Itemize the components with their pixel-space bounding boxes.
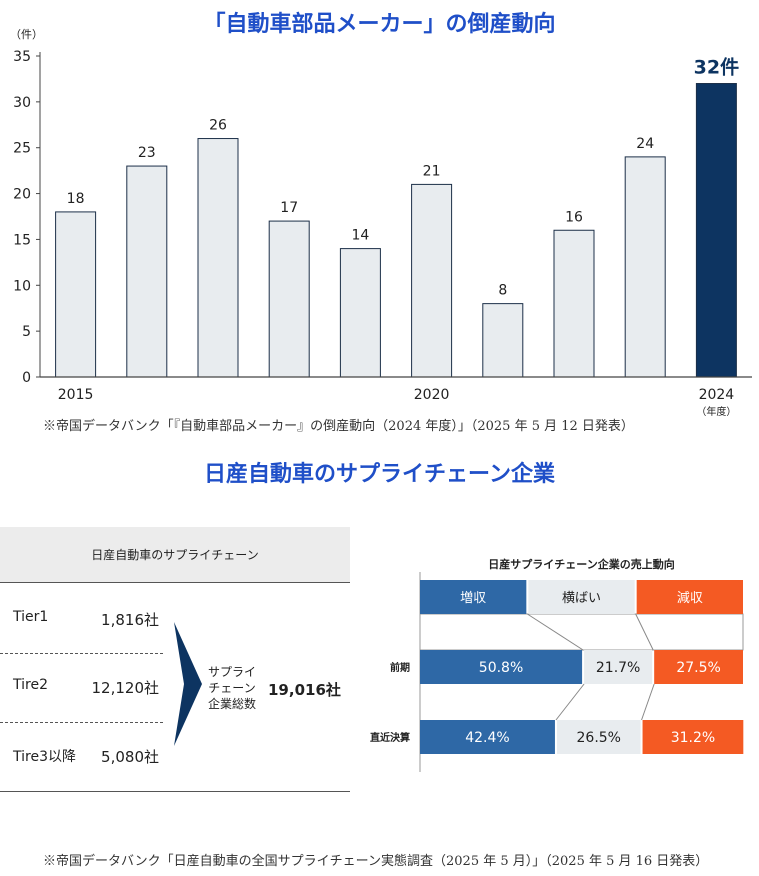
chart-title: 日産自動車のサプライチェーン企業 bbox=[204, 462, 555, 487]
legend-swatch bbox=[420, 580, 527, 614]
connector-line bbox=[641, 683, 655, 721]
tier-name: Tire2 bbox=[13, 677, 48, 693]
segment-label: 42.4% bbox=[465, 730, 509, 746]
tier-name: Tire3以降 bbox=[13, 749, 76, 765]
category-label: 前期 bbox=[390, 661, 410, 674]
connector-line bbox=[635, 613, 654, 651]
category-label: 直近決算 bbox=[370, 731, 410, 744]
segment-label: 31.2% bbox=[671, 730, 715, 746]
y-tick-label: 35 bbox=[13, 49, 31, 65]
x-tick-label: 2020 bbox=[414, 387, 450, 403]
bar bbox=[197, 138, 239, 378]
segment-label: 21.7% bbox=[596, 660, 640, 676]
chart-title: 「自動車部品メーカー」の倒産動向 bbox=[203, 12, 556, 37]
bankruptcy-bar-chart: 0 5 10 15 20 25 30 35 18 23 26 17 14 21 8 16 24 32件 （件） 2… bbox=[10, 28, 752, 416]
y-tick-label: 0 bbox=[22, 370, 31, 386]
tier-row: Tier1 1,816社 bbox=[0, 585, 163, 653]
tier-row: Tire2 12,120社 bbox=[0, 653, 163, 721]
bar bbox=[268, 220, 310, 378]
segment-label: 50.8% bbox=[479, 660, 523, 676]
stacked-segment bbox=[420, 720, 555, 754]
stacked-segment bbox=[556, 720, 641, 754]
data-label: 8 bbox=[498, 283, 507, 299]
data-label: 26 bbox=[209, 118, 227, 134]
segment-label: 27.5% bbox=[676, 660, 720, 676]
data-label: 17 bbox=[280, 200, 298, 216]
bar bbox=[411, 183, 453, 378]
stacked-segment bbox=[420, 650, 583, 684]
total-label-line: チェーン bbox=[208, 681, 256, 695]
tier-count: 12,120社 bbox=[91, 679, 160, 697]
bar bbox=[126, 165, 168, 378]
x-tick-label: 2024 bbox=[699, 387, 735, 403]
legend-label: 増収 bbox=[460, 591, 486, 606]
y-tick-label: 30 bbox=[13, 95, 31, 111]
total-label-line: 企業総数 bbox=[207, 697, 256, 711]
legend-swatch bbox=[528, 580, 635, 614]
chevron-right-icon bbox=[174, 622, 202, 746]
y-tick-label: 25 bbox=[13, 141, 31, 157]
bar bbox=[55, 211, 97, 378]
data-label: 21 bbox=[423, 163, 441, 179]
segment-label: 26.5% bbox=[577, 730, 621, 746]
y-tick-label: 5 bbox=[22, 324, 31, 340]
bar bbox=[339, 248, 381, 378]
y-tick-label: 20 bbox=[13, 187, 31, 203]
legend-swatch bbox=[636, 580, 743, 614]
sales-chart-title: 日産サプライチェーン企業の売上動向 bbox=[488, 557, 674, 571]
total-value: 19,016社 bbox=[268, 681, 341, 699]
tier-name: Tier1 bbox=[13, 609, 49, 625]
connector-line bbox=[527, 613, 584, 651]
y-unit-label: （件） bbox=[10, 28, 43, 41]
bar bbox=[695, 83, 737, 378]
x-unit-label: （年度） bbox=[696, 405, 736, 416]
bar bbox=[482, 303, 524, 378]
supply-chain-header: 日産自動車のサプライチェーン bbox=[0, 527, 350, 583]
x-tick-label: 2015 bbox=[58, 387, 94, 403]
stacked-segment bbox=[584, 650, 653, 684]
legend-label: 減収 bbox=[677, 590, 703, 606]
legend-frame bbox=[419, 613, 744, 651]
source-note: ※帝国データバンク「『自動車部品メーカー』の倒産動向（2024 年度）」（202… bbox=[43, 419, 634, 434]
y-tick-label: 10 bbox=[13, 278, 31, 294]
y-tick-label: 15 bbox=[13, 232, 31, 248]
data-label: 32件 bbox=[694, 56, 739, 79]
data-label: 18 bbox=[67, 191, 85, 207]
supply-chain-panel: 日産自動車のサプライチェーン Tier1 1,816社 Tire2 12,120… bbox=[0, 527, 350, 792]
bar bbox=[624, 156, 666, 378]
legend-label: 横ばい bbox=[562, 591, 601, 606]
divider bbox=[0, 653, 163, 654]
data-label: 14 bbox=[351, 228, 369, 244]
stacked-segment bbox=[654, 650, 743, 684]
bar bbox=[553, 229, 595, 378]
connector-line bbox=[555, 683, 585, 721]
data-label: 23 bbox=[138, 145, 156, 161]
total-label-line: サプライ bbox=[207, 665, 256, 679]
divider bbox=[0, 722, 163, 723]
tier-count: 1,816社 bbox=[101, 611, 159, 629]
tier-count: 5,080社 bbox=[101, 748, 159, 766]
tier-row: Tire3以降 5,080社 bbox=[0, 722, 163, 790]
data-label: 24 bbox=[636, 136, 654, 152]
divider bbox=[0, 791, 350, 792]
source-note: ※帝国データバンク「日産自動車の全国サプライチェーン実態調査（2025 年 5 … bbox=[43, 854, 709, 869]
data-label: 16 bbox=[565, 209, 583, 225]
total-label: サプライ チェーン 企業総数 bbox=[203, 664, 261, 712]
stacked-segment bbox=[642, 720, 744, 754]
